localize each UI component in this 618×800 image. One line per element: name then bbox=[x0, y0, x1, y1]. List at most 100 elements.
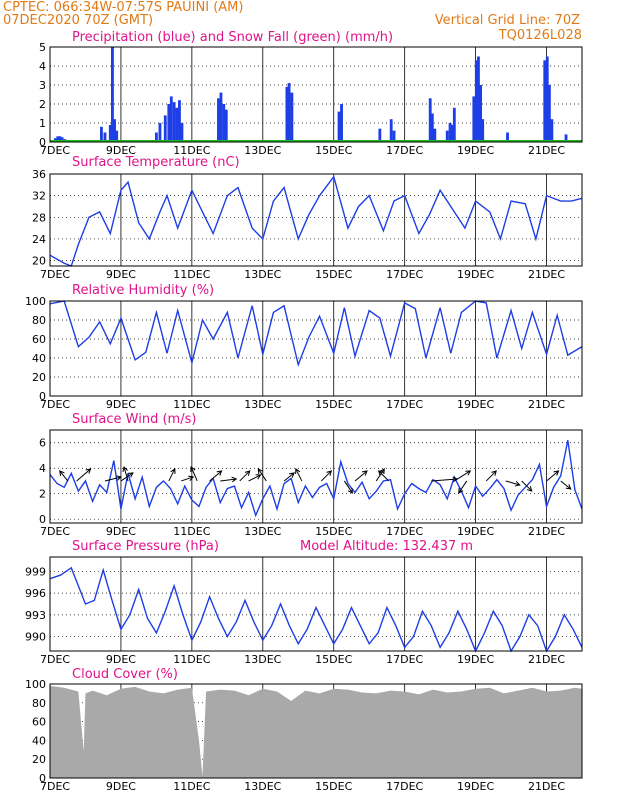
wind-arrow-head bbox=[295, 468, 301, 474]
x-tick-label: 11DEC bbox=[173, 144, 210, 157]
x-tick-label: 21DEC bbox=[528, 398, 565, 411]
x-tick-label: 21DEC bbox=[528, 780, 565, 793]
wind-arrow-head bbox=[565, 484, 572, 490]
precipitation-bar bbox=[113, 119, 116, 142]
run-date-header: 07DEC2020 70Z (GMT) bbox=[3, 13, 153, 28]
wind-arrow-head bbox=[59, 470, 65, 476]
wind-arrow-head bbox=[491, 470, 497, 476]
y-tick-label: 4 bbox=[39, 60, 46, 73]
precipitation-bar bbox=[430, 113, 434, 142]
x-tick-label: 11DEC bbox=[173, 780, 210, 793]
wind-arrow-head bbox=[289, 472, 295, 478]
wind-arrow-head bbox=[377, 470, 384, 476]
x-tick-label: 11DEC bbox=[173, 653, 210, 666]
cloud-cover-area bbox=[50, 685, 582, 778]
wind-arrow bbox=[190, 466, 198, 482]
precipitation-bar bbox=[433, 128, 437, 142]
precipitation-bar bbox=[287, 83, 291, 142]
y-tick-label: 20 bbox=[32, 255, 46, 268]
humidity-title: Relative Humidity (%) bbox=[72, 283, 214, 298]
precipitation-bar bbox=[450, 124, 454, 142]
x-tick-label: 19DEC bbox=[457, 653, 494, 666]
precipitation-bar bbox=[452, 107, 456, 142]
x-tick-label: 7DEC bbox=[40, 398, 70, 411]
precipitation-bar bbox=[111, 47, 114, 142]
wind-title: Surface Wind (m/s) bbox=[72, 412, 196, 427]
x-tick-label: 15DEC bbox=[315, 398, 352, 411]
wind-arrow-head bbox=[255, 474, 262, 480]
x-tick-label: 17DEC bbox=[386, 780, 423, 793]
pressure-title: Surface Pressure (hPa) bbox=[72, 539, 219, 554]
precipitation-bar bbox=[158, 123, 162, 142]
precipitation-bar bbox=[290, 92, 294, 142]
x-tick-label: 13DEC bbox=[244, 398, 281, 411]
wind-arrow bbox=[354, 470, 368, 482]
model-altitude-label: Model Altitude: 132.437 m bbox=[300, 539, 473, 554]
precipitation-bar bbox=[428, 98, 432, 142]
cloud-cover-panel: Cloud Cover (%) 0 20 40 60 80 100 7DEC 9DEC 11DE… bbox=[25, 667, 583, 793]
y-tick-label: 999 bbox=[25, 565, 46, 578]
wind-arrow-head bbox=[458, 487, 464, 494]
wind-arrow bbox=[320, 470, 332, 482]
y-tick-label: 80 bbox=[32, 314, 46, 327]
precipitation-bar bbox=[479, 85, 482, 142]
x-tick-label: 13DEC bbox=[244, 525, 281, 538]
y-tick-label: 36 bbox=[32, 168, 46, 181]
pressure-series-line bbox=[49, 566, 583, 653]
x-tick-label: 9DEC bbox=[106, 780, 136, 793]
precipitation-bar bbox=[108, 124, 112, 142]
wind-arrow-head bbox=[127, 472, 134, 478]
x-tick-label: 11DEC bbox=[173, 525, 210, 538]
wind-arrow-head bbox=[85, 468, 92, 474]
wind-series-line bbox=[49, 440, 583, 518]
wind-arrow bbox=[295, 468, 303, 482]
wind-arrow-head bbox=[188, 475, 195, 481]
wind-arrow bbox=[454, 470, 471, 482]
precipitation-bar bbox=[103, 132, 107, 142]
panel-frame bbox=[49, 173, 583, 267]
precipitation-bar bbox=[337, 111, 341, 142]
y-tick-label: 0 bbox=[39, 136, 46, 149]
precipitation-bar bbox=[178, 100, 181, 142]
wind-arrow bbox=[546, 470, 559, 482]
x-tick-label: 7DEC bbox=[40, 268, 70, 281]
x-tick-label: 9DEC bbox=[106, 268, 136, 281]
wind-arrow bbox=[239, 470, 251, 482]
panel-frame bbox=[49, 429, 583, 524]
wind-arrow bbox=[248, 474, 261, 482]
precipitation-bar bbox=[506, 132, 509, 142]
x-tick-label: 15DEC bbox=[315, 144, 352, 157]
x-tick-label: 7DEC bbox=[40, 144, 70, 157]
wind-arrow-head bbox=[347, 487, 353, 494]
x-tick-label: 17DEC bbox=[386, 268, 423, 281]
precipitation-bar bbox=[547, 85, 551, 142]
precipitation-bar bbox=[477, 56, 480, 142]
wind-arrow-head bbox=[362, 470, 368, 476]
y-tick-label: 993 bbox=[25, 609, 46, 622]
wind-arrow bbox=[257, 468, 267, 482]
wind-arrow bbox=[505, 480, 520, 486]
precipitation-bar bbox=[163, 115, 167, 142]
precipitation-bar bbox=[56, 136, 60, 142]
precipitation-bar bbox=[222, 104, 226, 142]
wind-arrow bbox=[343, 480, 353, 494]
precipitation-bar bbox=[172, 102, 176, 142]
panel-frame bbox=[49, 46, 583, 143]
panel-frame bbox=[49, 300, 583, 397]
precipitation-bar bbox=[60, 137, 64, 142]
precipitation-bar bbox=[481, 119, 485, 142]
precipitation-bar bbox=[545, 56, 549, 142]
wind-arrow-head bbox=[231, 476, 238, 483]
x-tick-label: 21DEC bbox=[528, 268, 565, 281]
x-tick-label: 19DEC bbox=[457, 398, 494, 411]
wind-arrow bbox=[181, 476, 194, 482]
cloud-cover-title: Cloud Cover (%) bbox=[72, 667, 178, 682]
wind-arrow bbox=[283, 472, 295, 482]
y-tick-label: 24 bbox=[32, 233, 46, 246]
precipitation-bar bbox=[448, 123, 452, 142]
wind-arrow bbox=[378, 470, 390, 482]
wind-arrow-head bbox=[379, 468, 385, 474]
wind-arrow bbox=[485, 470, 497, 482]
panel-frame bbox=[49, 556, 583, 652]
